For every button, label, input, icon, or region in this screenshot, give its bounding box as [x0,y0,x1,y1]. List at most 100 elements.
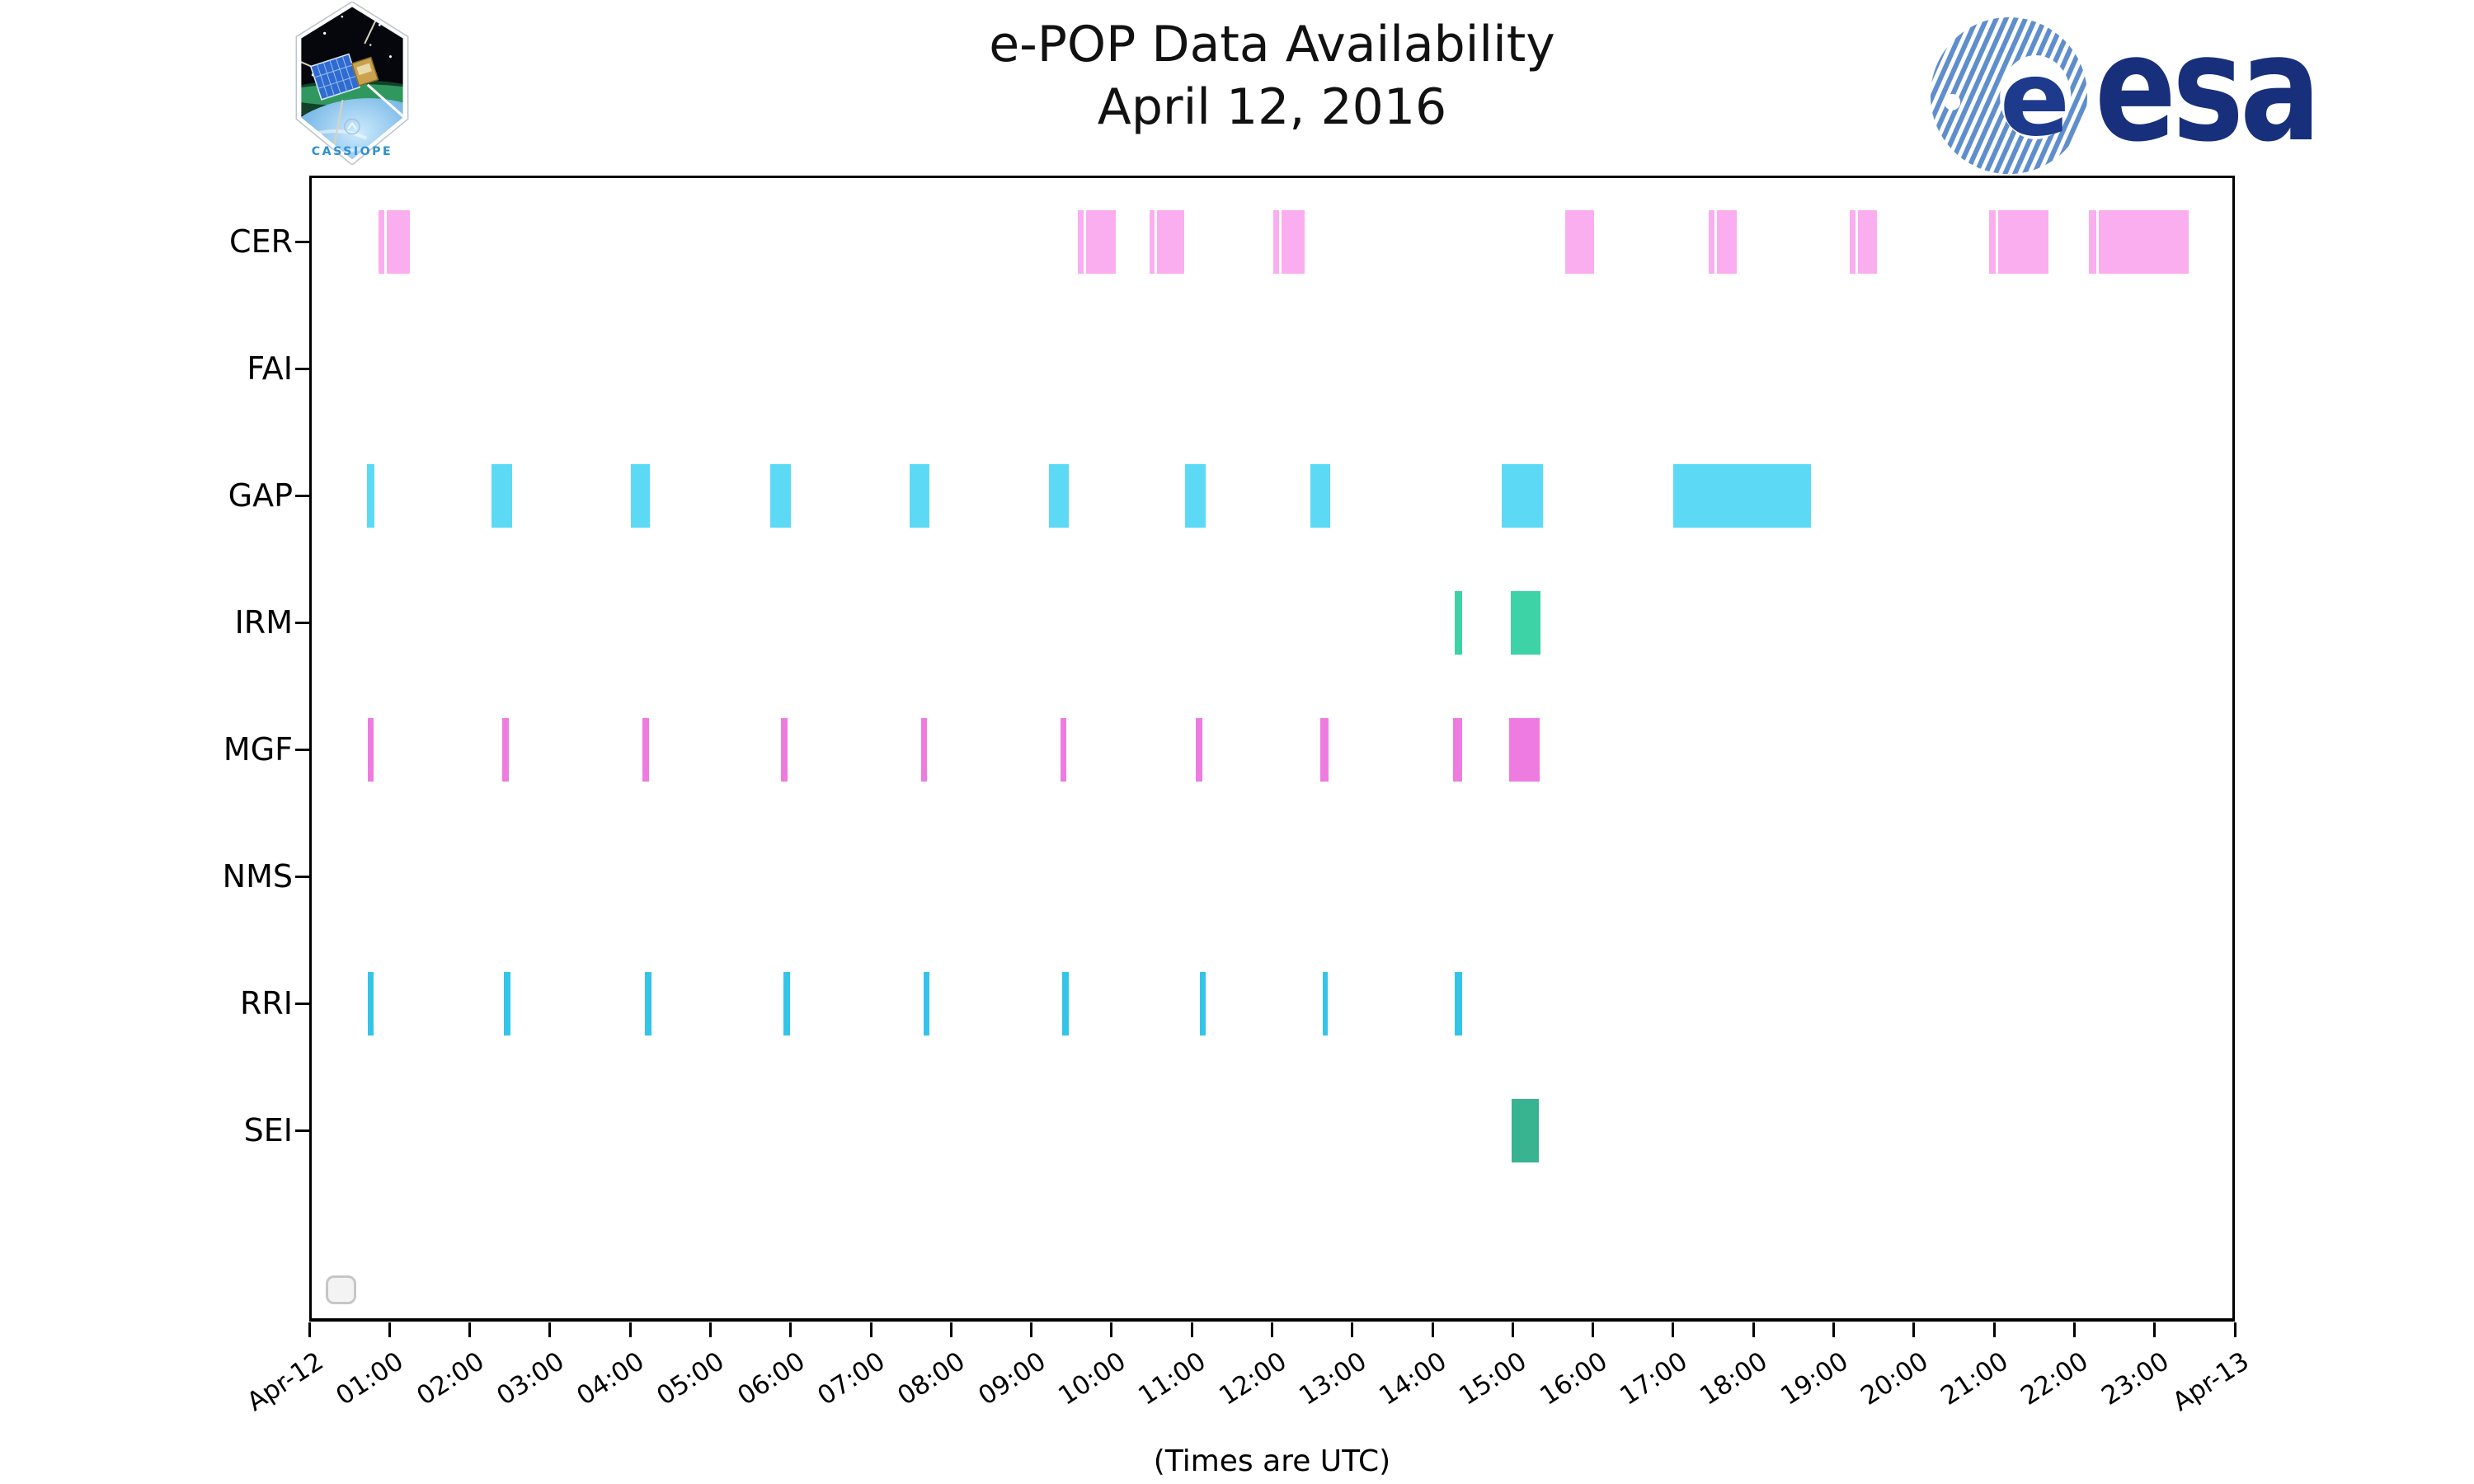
mgf-availability-bar [1060,717,1067,782]
plot-area [309,176,2235,1322]
row-label-rri: RRI [239,985,293,1021]
gap-availability-bar [631,463,651,528]
y-tick [295,1002,309,1005]
rri-availability-bar [783,971,790,1036]
x-tick [1672,1322,1675,1337]
chart-title: e-POP Data Availability April 12, 2016 [309,13,2235,139]
x-tick [2072,1322,2076,1337]
x-tick [1351,1322,1354,1337]
x-tick [628,1322,632,1337]
irm-availability-bar [1510,590,1540,655]
sei-availability-bar [1512,1098,1540,1162]
x-axis-caption: (Times are UTC) [1153,1444,1391,1478]
x-tick [1592,1322,1595,1337]
y-tick [295,875,309,878]
gap-availability-bar [491,463,513,528]
x-tick [949,1322,952,1337]
rri-availability-bar [644,971,652,1036]
cer-availability-bar [1857,209,1877,274]
y-tick [295,240,309,243]
chart-title-line1: e-POP Data Availability [989,16,1555,73]
cer-availability-bar [1078,209,1084,274]
mgf-availability-bar [1453,717,1463,782]
rri-availability-bar [1322,971,1328,1036]
cassiope-patch-label: CASSIOPE [312,145,393,158]
x-tick [1832,1322,1836,1337]
row-label-fai: FAI [247,350,293,387]
esa-logo-text: esa [2095,2,2321,174]
cer-availability-bar [1564,209,1594,274]
cer-availability-bar [1998,209,2049,274]
x-tick [708,1322,712,1337]
mgf-availability-bar [921,717,928,782]
cer-availability-bar [1157,209,1185,274]
row-label-cer: CER [229,223,293,260]
x-tick [468,1322,472,1337]
svg-text:e: e [2000,39,2070,159]
row-label-nms: NMS [222,858,293,895]
cer-availability-bar [378,209,385,274]
rri-availability-bar [368,971,374,1036]
y-tick [295,748,309,751]
gap-availability-bar [1673,463,1812,528]
cer-availability-bar [1716,209,1737,274]
x-tick [1752,1322,1755,1337]
cer-availability-bar [1989,209,1997,274]
empty-rounded-square-button[interactable] [326,1275,356,1304]
x-tick [2233,1322,2236,1337]
x-tick [308,1322,311,1337]
row-label-sei: SEI [243,1112,293,1148]
cer-availability-bar [1272,209,1280,274]
rri-availability-bar [1199,971,1206,1036]
mgf-availability-bar [1508,717,1540,782]
x-tick [869,1322,872,1337]
cassiope-mission-patch-icon: CASSIOPE [295,2,409,165]
cer-availability-bar [1708,209,1714,274]
x-tick [1992,1322,1996,1337]
cer-availability-bar [2088,209,2096,274]
gap-availability-bar [909,463,929,528]
cer-availability-bar [1282,209,1305,274]
irm-availability-bar [1455,590,1463,655]
rri-availability-bar [1455,971,1463,1036]
cer-availability-bar [2098,209,2189,274]
cer-availability-bar [387,209,410,274]
mgf-availability-bar [1196,717,1202,782]
rri-availability-bar [1061,971,1070,1036]
x-tick [1030,1322,1033,1337]
x-tick [1110,1322,1113,1337]
row-label-mgf: MGF [223,731,293,768]
rri-availability-bar [504,971,511,1036]
x-tick [1431,1322,1434,1337]
x-tick [1190,1322,1193,1337]
mgf-availability-bar [368,717,374,782]
y-tick [295,367,309,370]
x-tick [1511,1322,1514,1337]
row-label-irm: IRM [234,604,293,641]
esa-logo: e esa [1928,3,2366,178]
x-tick [789,1322,793,1337]
x-tick [1271,1322,1273,1337]
gap-availability-bar [367,463,374,528]
gap-availability-bar [1049,463,1070,528]
cer-availability-bar [1149,209,1155,274]
mgf-availability-bar [501,717,510,782]
esa-globe-icon: e [1930,16,2088,175]
x-tick [1912,1322,1916,1337]
mgf-availability-bar [781,717,788,782]
gap-availability-bar [1310,463,1330,528]
gap-availability-bar [769,463,791,528]
x-tick [388,1322,391,1337]
x-tick [2153,1322,2157,1337]
y-tick [295,1129,309,1132]
chart-title-line2: April 12, 2016 [1097,78,1447,136]
cer-availability-bar [1850,209,1856,274]
mgf-availability-bar [1319,717,1329,782]
row-label-gap: GAP [228,477,293,514]
gap-availability-bar [1185,463,1206,528]
y-tick [295,494,309,497]
mgf-availability-bar [642,717,649,782]
cer-availability-bar [1085,209,1116,274]
gap-availability-bar [1501,463,1544,528]
